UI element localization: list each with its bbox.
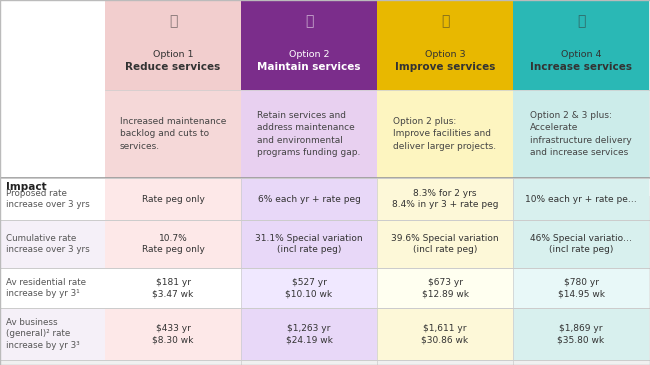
Text: Option 2: Option 2	[289, 50, 330, 59]
Bar	[377, 178, 513, 220]
Text: 6% each yr + rate peg: 6% each yr + rate peg	[257, 195, 361, 204]
Bar	[105, 178, 241, 220]
Text: 46% Special variatio…
(incl rate peg): 46% Special variatio… (incl rate peg)	[530, 234, 632, 254]
Text: Av residential rate
increase by yr 3¹: Av residential rate increase by yr 3¹	[6, 278, 86, 298]
Text: $1,869 yr
$35.80 wk: $1,869 yr $35.80 wk	[558, 324, 605, 344]
Text: $1,263 yr
$24.19 wk: $1,263 yr $24.19 wk	[285, 324, 332, 344]
Bar	[377, 268, 513, 308]
Bar	[241, 42, 377, 90]
Bar	[0, 268, 105, 308]
Text: $1,611 yr
$30.86 wk: $1,611 yr $30.86 wk	[421, 324, 469, 344]
Text: 〓: 〓	[577, 14, 585, 28]
Text: Option 2 & 3 plus:
Accelerate
infrastructure delivery
and increase services: Option 2 & 3 plus: Accelerate infrastruc…	[530, 111, 632, 157]
Bar	[0, 178, 105, 220]
Text: 8.3% for 2 yrs
8.4% in yr 3 + rate peg: 8.3% for 2 yrs 8.4% in yr 3 + rate peg	[392, 189, 499, 209]
Bar	[377, 308, 513, 360]
Text: Rate peg only: Rate peg only	[142, 195, 205, 204]
Bar	[0, 308, 105, 360]
Text: Av business
(general)² rate
increase by yr 3³: Av business (general)² rate increase by …	[6, 318, 80, 350]
Bar	[377, 220, 513, 268]
Text: 31.1% Special variation
(incl rate peg): 31.1% Special variation (incl rate peg)	[255, 234, 363, 254]
Text: Option 3: Option 3	[424, 50, 465, 59]
Bar	[105, 308, 241, 360]
Text: Retain services and
address maintenance
and environmental
programs funding gap.: Retain services and address maintenance …	[257, 111, 361, 157]
Bar	[513, 268, 649, 308]
Bar	[105, 0, 241, 42]
Text: 10% each yr + rate pe…: 10% each yr + rate pe…	[525, 195, 637, 204]
Bar	[377, 42, 513, 90]
Bar	[513, 308, 649, 360]
Text: Reduce services: Reduce services	[125, 62, 220, 72]
Text: $433 yr
$8.30 wk: $433 yr $8.30 wk	[152, 324, 194, 344]
Text: 10.7%
Rate peg only: 10.7% Rate peg only	[142, 234, 205, 254]
Text: Option 2 plus:
Improve facilities and
deliver larger projects.: Option 2 plus: Improve facilities and de…	[393, 118, 497, 151]
Bar	[513, 0, 649, 42]
Text: Improve services: Improve services	[395, 62, 495, 72]
Text: $527 yr
$10.10 wk: $527 yr $10.10 wk	[285, 278, 333, 298]
Bar	[105, 90, 241, 178]
Bar	[513, 42, 649, 90]
Text: 〓: 〓	[441, 14, 449, 28]
Bar	[0, 90, 105, 178]
Bar	[241, 0, 377, 42]
Bar	[377, 90, 513, 178]
Text: Increase services: Increase services	[530, 62, 632, 72]
Bar	[513, 220, 649, 268]
Bar	[241, 178, 377, 220]
Bar	[241, 308, 377, 360]
Text: $780 yr
$14.95 wk: $780 yr $14.95 wk	[558, 278, 605, 298]
Text: $673 yr
$12.89 wk: $673 yr $12.89 wk	[421, 278, 469, 298]
Text: Option 1: Option 1	[153, 50, 193, 59]
Bar	[105, 220, 241, 268]
Text: 39.6% Special variation
(incl rate peg): 39.6% Special variation (incl rate peg)	[391, 234, 499, 254]
Text: Increased maintenance
backlog and cuts to
services.: Increased maintenance backlog and cuts t…	[120, 118, 226, 151]
Text: Proposed rate
increase over 3 yrs: Proposed rate increase over 3 yrs	[6, 189, 90, 209]
Text: 〓: 〓	[305, 14, 313, 28]
Text: Maintain services: Maintain services	[257, 62, 361, 72]
Bar	[105, 42, 241, 90]
Text: 〓: 〓	[169, 14, 177, 28]
Bar	[105, 268, 241, 308]
Bar	[0, 220, 105, 268]
Text: Cumulative rate
increase over 3 yrs: Cumulative rate increase over 3 yrs	[6, 234, 90, 254]
Bar	[0, 0, 105, 90]
Bar	[241, 268, 377, 308]
Bar	[0, 178, 650, 196]
Bar	[241, 220, 377, 268]
Text: $181 yr
$3.47 wk: $181 yr $3.47 wk	[152, 278, 194, 298]
Bar	[513, 178, 649, 220]
Bar	[241, 90, 377, 178]
Text: Option 4: Option 4	[561, 50, 601, 59]
Bar	[377, 0, 513, 42]
Text: Impact: Impact	[6, 182, 47, 192]
Bar	[513, 90, 649, 178]
